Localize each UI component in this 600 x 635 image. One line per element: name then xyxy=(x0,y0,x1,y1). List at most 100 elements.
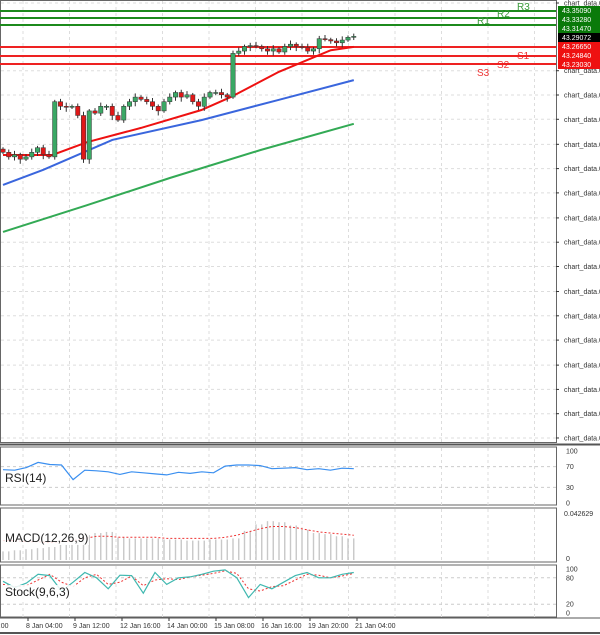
time-axis-label: 16 Jan 16:00 xyxy=(261,623,302,630)
candle xyxy=(92,110,98,114)
price-axis-label: chart_data.0.price_axis_ticks.16 xyxy=(564,435,600,442)
candle xyxy=(17,154,23,160)
price-axis-label: chart_data.0.price_axis_ticks.4 xyxy=(564,142,600,149)
candle xyxy=(127,101,132,107)
candle xyxy=(115,115,121,121)
candle xyxy=(6,152,12,158)
price-axis-label: chart_data.0.price_axis_ticks.7 xyxy=(564,215,600,222)
candle xyxy=(167,96,173,102)
candle xyxy=(201,96,207,107)
candle xyxy=(109,106,115,116)
price-axis-label: chart_data.0.price_axis_ticks.14 xyxy=(564,387,600,394)
time-axis-label: 14 Jan 00:00 xyxy=(167,623,208,630)
time-axis-label: 19 Jan 20:00 xyxy=(308,623,349,630)
candle xyxy=(224,94,230,98)
candle xyxy=(104,106,109,108)
candle xyxy=(339,39,345,44)
main-panel xyxy=(0,0,557,443)
candle xyxy=(173,92,178,98)
time-axis-label: 21 Jan 04:00 xyxy=(355,623,396,630)
level-label-s2: S2 xyxy=(497,60,510,71)
candle xyxy=(150,101,155,107)
level-price-box xyxy=(558,42,600,51)
level-label-r3: R3 xyxy=(517,2,530,13)
candle xyxy=(86,110,92,160)
price-axis-label: chart_data.0.price_axis_ticks.1 xyxy=(564,68,600,75)
candle xyxy=(316,38,322,50)
rsi-title: RSI(14) xyxy=(5,471,46,485)
price-axis-label: chart_data.0.price_axis_ticks.2 xyxy=(564,93,600,100)
stoch-tick: 100 xyxy=(566,567,578,574)
candle xyxy=(288,43,293,47)
stoch-tick: 20 xyxy=(566,602,574,609)
candle xyxy=(247,45,253,47)
rsi-line xyxy=(2,461,354,481)
level-price-value: 43.26650 xyxy=(562,44,591,51)
candle xyxy=(12,154,17,158)
candle xyxy=(63,106,69,108)
price-axis-label: chart_data.0.price_axis_ticks.10 xyxy=(564,289,600,296)
level-price-box xyxy=(558,6,600,15)
candle xyxy=(40,147,46,155)
price-axis-label: chart_data.0.price_axis_ticks.13 xyxy=(564,363,600,370)
time-axis-label: 9 Jan 12:00 xyxy=(73,623,110,630)
candle xyxy=(75,106,81,116)
candle xyxy=(69,106,75,108)
stoch-tick: 80 xyxy=(566,575,574,582)
level-price-box xyxy=(558,24,600,33)
moving-average-line-3 xyxy=(2,122,355,233)
level-label-r1: R1 xyxy=(477,16,490,27)
macd-title: MACD(12,26,9) xyxy=(5,531,88,545)
candle xyxy=(207,92,213,98)
price-axis-label: chart_data.0.price_axis_ticks.5 xyxy=(564,166,600,173)
candle xyxy=(138,96,144,100)
candle xyxy=(213,92,219,94)
candle xyxy=(305,47,311,52)
current-price-box xyxy=(558,33,600,42)
candle xyxy=(265,48,270,52)
candle xyxy=(270,48,276,52)
macd-tick-zero: 0 xyxy=(566,556,570,563)
candle xyxy=(322,38,328,40)
level-price-value: 43.23030 xyxy=(562,62,591,69)
moving-average-line-2 xyxy=(2,79,355,186)
candle xyxy=(276,48,282,53)
moving-average-line-1 xyxy=(3,45,354,156)
time-axis-label: 20:00 xyxy=(0,623,9,630)
price-axis-label: chart_data.0.price_axis_ticks.6 xyxy=(564,190,600,197)
candle xyxy=(259,46,265,50)
candle xyxy=(52,101,58,158)
candle xyxy=(144,99,150,102)
candle xyxy=(230,53,236,98)
candle xyxy=(219,92,224,96)
rsi-tick: 30 xyxy=(566,485,574,492)
candle xyxy=(351,36,357,38)
candle xyxy=(121,106,127,121)
candle xyxy=(334,40,339,44)
time-axis-label: 8 Jan 04:00 xyxy=(26,623,63,630)
level-price-value: 43.35090 xyxy=(562,8,591,15)
candle xyxy=(81,115,86,160)
candle xyxy=(328,39,334,42)
price-axis-label: chart_data.0.price_axis_ticks.11 xyxy=(564,313,600,320)
rsi-title-backdrop xyxy=(3,471,53,485)
time-axis-label: 15 Jan 08:00 xyxy=(214,623,255,630)
price-axis-label: chart_data.0.price_axis_ticks.9 xyxy=(564,264,600,271)
macd-signal-line xyxy=(3,526,354,544)
stoch-title: Stock(9,6,3) xyxy=(5,585,70,599)
candle xyxy=(35,147,40,153)
current-price-value: 43.29072 xyxy=(562,35,591,42)
candle xyxy=(293,43,299,47)
time-axis-label: 12 Jan 16:00 xyxy=(120,623,161,630)
level-label-r2: R2 xyxy=(497,9,510,20)
candle xyxy=(132,96,138,102)
candle xyxy=(161,101,167,112)
candle xyxy=(190,94,196,102)
candle xyxy=(98,106,104,114)
level-price-box xyxy=(558,51,600,60)
candle xyxy=(242,46,247,52)
level-price-value: 43.31470 xyxy=(562,26,591,33)
rsi-tick: 70 xyxy=(566,464,574,471)
stoch-panel xyxy=(0,564,557,618)
